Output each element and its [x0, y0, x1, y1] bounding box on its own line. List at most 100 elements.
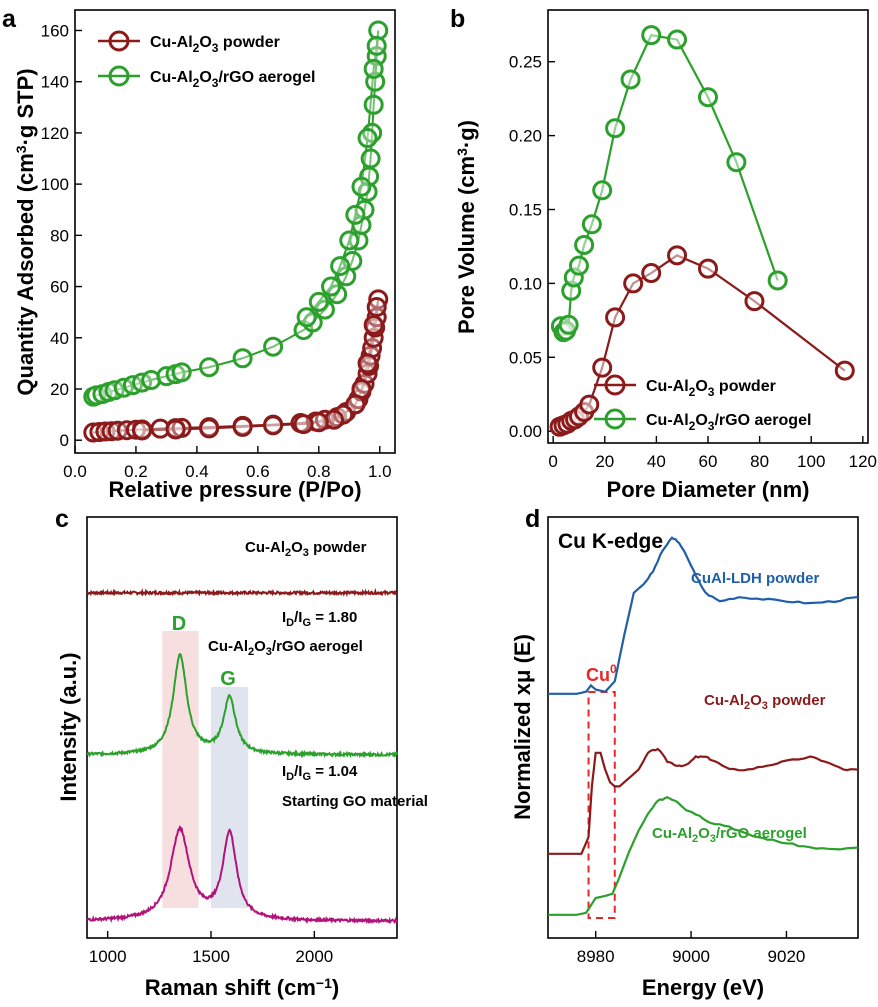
raman-spectrum-line [86, 652, 398, 759]
data-point [574, 234, 595, 255]
d-band-highlight [162, 631, 199, 908]
data-point [744, 291, 765, 312]
plot-frame-d [547, 516, 859, 939]
x-tick-label: 0.0 [63, 462, 87, 481]
x-tick-label: 80 [750, 452, 769, 471]
y-tick-label: 120 [41, 124, 69, 143]
data-point [321, 276, 341, 297]
data-point [330, 256, 351, 277]
panel-d: d 8980 9000 9020 Energy (eV) Normalized xμ… [510, 505, 859, 1000]
panel-a: a 0.0 0.2 0.4 0.6 0.8 1.0 0 20 40 60 80 100 120 140 1… [2, 5, 396, 502]
data-point [834, 360, 855, 381]
data-point [366, 297, 387, 318]
label-c-aerogel: Cu-Al2O3/rGO aerogel [208, 638, 363, 658]
data-point [232, 416, 253, 437]
data-point [165, 419, 186, 440]
y-tick-label: 160 [41, 21, 69, 40]
xanes-spectra [548, 536, 859, 916]
data-point [726, 152, 747, 173]
data-point [641, 263, 662, 284]
band-label-d: D [172, 613, 186, 635]
plot-frame-c [86, 516, 398, 939]
y-tick-label: 60 [50, 278, 69, 297]
x-tick-label: 20 [595, 452, 614, 471]
x-axis-label-a: Relative pressure (P/Po) [108, 477, 361, 502]
data-point [357, 353, 378, 374]
label-d-powder: Cu-Al2O3 powder [704, 692, 826, 712]
data-point [605, 118, 626, 139]
x-axis-ticks-a: 0.0 0.2 0.4 0.6 0.8 1.0 [63, 446, 392, 481]
data-point [171, 362, 192, 383]
data-point [101, 421, 122, 442]
data-point [579, 394, 600, 415]
data-point [568, 255, 589, 276]
xanes-spectrum-line [548, 536, 859, 695]
data-point [363, 94, 384, 115]
y-axis-ticks-a: 0 20 40 60 80 100 120 140 160 [41, 21, 82, 450]
y-tick-label: 40 [50, 329, 69, 348]
series-line [559, 33, 779, 334]
series-line [559, 254, 846, 428]
raman-spectrum-line [86, 825, 398, 925]
data-point [667, 245, 688, 266]
x-tick-label: 9000 [672, 947, 710, 966]
y-axis-label-b: Pore Volume (cm3·g) [454, 120, 479, 334]
cu0-dashed-box [587, 691, 616, 919]
legend-label-powder: Cu-Al2O3 powder [150, 34, 280, 55]
legend-marker-powder [604, 374, 626, 396]
y-axis-label-d: Normalized xμ (E) [510, 634, 535, 820]
x-tick-label: 8980 [577, 947, 615, 966]
label-cu0: Cu0 [586, 662, 617, 685]
x-tick-label: 100 [797, 452, 825, 471]
data-point [623, 273, 644, 294]
plot-frame-a [74, 9, 396, 454]
data-point [592, 357, 613, 378]
legend-marker-powder [108, 30, 130, 52]
g-band-highlight [211, 687, 249, 908]
y-axis-label-c: Intensity (a.u.) [56, 652, 81, 801]
x-tick-label: 1000 [89, 947, 127, 966]
x-tick-label: 60 [699, 452, 718, 471]
y-tick-label: 0.25 [509, 53, 542, 72]
data-point [360, 148, 381, 169]
y-tick-label: 0.15 [509, 201, 542, 220]
x-tick-label: 9020 [768, 947, 806, 966]
band-label-g: G [220, 668, 236, 690]
x-tick-label: 0.2 [124, 462, 148, 481]
data-point [366, 35, 387, 56]
y-tick-label: 0.10 [509, 274, 542, 293]
raman-spectra [86, 587, 398, 925]
data-point [592, 180, 613, 201]
x-tick-label: 0.8 [307, 462, 331, 481]
series-cu-al2o3-rgo-aerogel [83, 20, 389, 407]
data-point [232, 348, 253, 369]
x-axis-ticks-d: 8980 9000 9020 [577, 931, 806, 966]
data-point [263, 415, 284, 436]
x-tick-label: 0.4 [185, 462, 209, 481]
data-point [296, 307, 317, 328]
x-axis-label-b: Pore Diameter (nm) [607, 477, 810, 502]
data-point [698, 87, 718, 108]
y-tick-label: 80 [50, 226, 69, 245]
data-point [605, 307, 626, 328]
y-tick-label: 140 [41, 73, 69, 92]
ratio-label-go: ID/IG = 1.04 [282, 763, 358, 783]
x-tick-label: 0.6 [246, 462, 270, 481]
y-tick-label: 0.05 [509, 348, 542, 367]
y-tick-label: 20 [50, 380, 69, 399]
y-axis-ticks-b: 0.00 0.05 0.10 0.15 0.20 0.25 [509, 53, 555, 441]
x-axis-label-c: Raman shift (cm−1) [145, 975, 339, 1000]
chart-title-d: Cu K-edge [558, 530, 663, 553]
series-cu-al2o3-rgo-aerogel [550, 25, 788, 343]
label-c-go: Starting GO material [282, 793, 428, 810]
data-point [293, 414, 314, 435]
data-point [132, 420, 153, 441]
legend-marker-aerogel [108, 65, 130, 87]
legend-marker-aerogel [604, 408, 626, 430]
x-tick-label: 1500 [192, 947, 230, 966]
panel-label-a: a [2, 5, 17, 33]
data-point [345, 204, 366, 225]
raman-bands [162, 631, 249, 908]
x-tick-label: 1.0 [368, 462, 392, 481]
